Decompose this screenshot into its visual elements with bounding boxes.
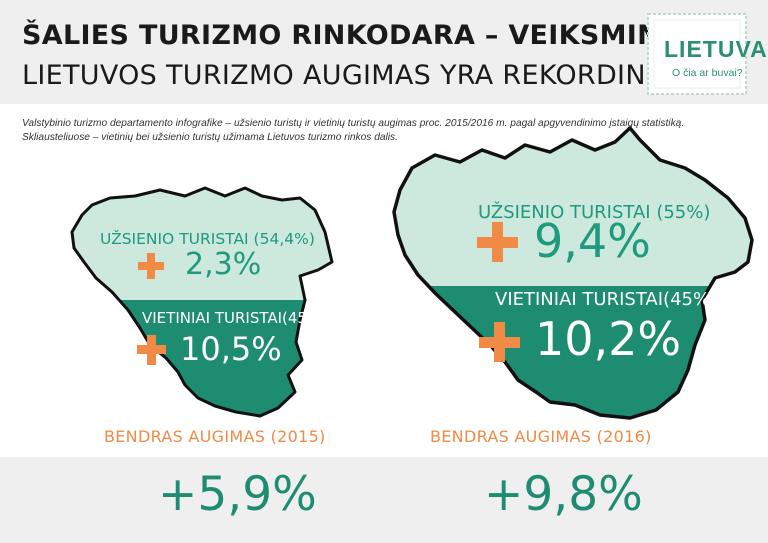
local-tourists-label-2015: VIETINIAI TURISTAI(45,6%) [142,309,342,327]
logo-brand: LIETUVA [664,36,768,62]
totals-band [0,457,768,543]
foreign-tourists-label-2015: UŽSIENIO TURISTAI (54,4%) [100,230,315,248]
foreign-growth-2016: 9,4% [534,214,651,268]
page-subtitle: LIETUVOS TURIZMO AUGIMAS YRA REKORDINIS [22,60,672,91]
total-growth-2016: +9,8% [484,467,643,522]
page-title: ŠALIES TURIZMO RINKODARA – VEIKSMINGA: [22,20,716,51]
map-2015-fill [72,188,332,416]
infographic-note: Valstybinio turizmo departamento infogra… [22,117,742,145]
plus-icon [477,222,518,262]
total-growth-label-2016: BENDRAS AUGIMAS (2016) [430,427,652,446]
note-line-2: Skliausteliuose – vietinių bei užsienio … [22,132,398,143]
map-2016-outline [392,126,754,420]
plus-icon [137,335,166,365]
plus-icon [138,253,164,279]
plus-icon [479,322,520,362]
header-band [0,0,768,104]
foreign-tourists-label-2016: UŽSIENIO TURISTAI (55%) [478,202,711,223]
map-2016-fill [394,128,752,418]
lietuva-logo [647,13,747,95]
local-growth-2016: 10,2% [535,312,682,366]
local-growth-2015: 10,5% [180,330,282,368]
note-line-1: Valstybinio turizmo departamento infogra… [22,118,685,129]
logo-tagline: O čia ar buvai? [672,67,743,79]
local-tourists-label-2016: VIETINIAI TURISTAI(45%) [495,289,718,310]
foreign-growth-2015: 2,3% [185,247,262,282]
total-growth-label-2015: BENDRAS AUGIMAS (2015) [104,427,326,446]
total-growth-2015: +5,9% [158,467,317,522]
map-2015-outline [70,186,334,418]
